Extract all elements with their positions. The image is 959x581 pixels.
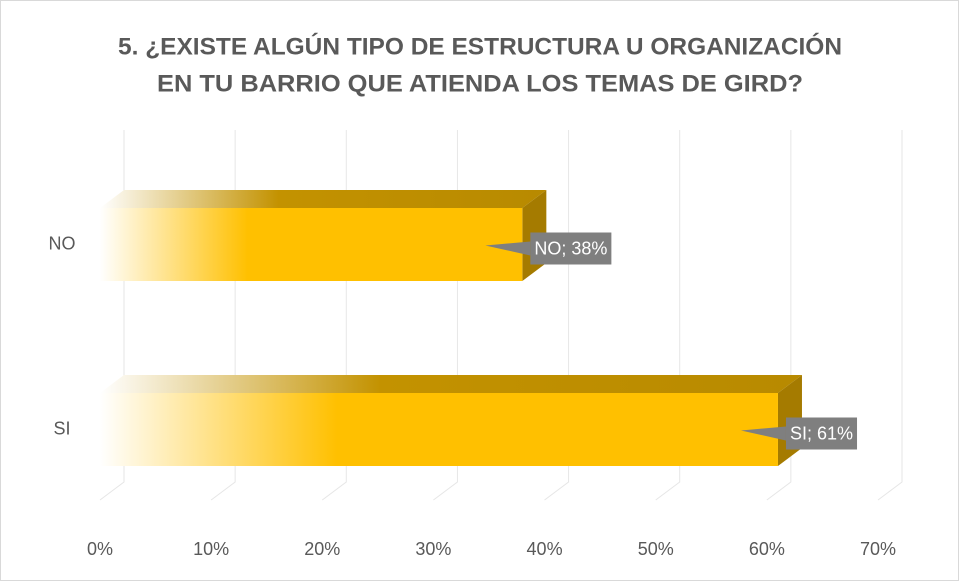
x-tick-label: 0% [87,539,113,559]
label-pointer [485,241,531,256]
x-tick-label: 30% [415,539,451,559]
chart-title: 5. ¿EXISTE ALGÚN TIPO DE ESTRUCTURA U OR… [118,32,842,60]
x-tick-label: 10% [193,539,229,559]
bar-top [100,375,802,393]
data-label-text: NO; 38% [534,238,607,258]
label-box [530,232,612,265]
grid-line [655,130,681,501]
x-tick-label: 50% [638,539,674,559]
label-pointer [740,426,786,441]
x-tick-label: 20% [304,539,340,559]
grid-line [766,130,792,501]
x-tick-label: 40% [527,539,563,559]
data-label: SI; 61% [740,417,858,450]
x-tick-label: 60% [749,539,785,559]
y-tick-label: SI [53,418,70,438]
label-box [785,417,858,450]
chart-title: EN TU BARRIO QUE ATIENDA LOS TEMAS DE GI… [157,70,803,97]
bar [100,393,778,466]
x-tick-label: 70% [860,539,896,559]
bar [100,208,523,281]
y-tick-label: NO [49,233,76,253]
data-label: NO; 38% [485,232,612,265]
bar-top [100,190,547,208]
data-label-text: SI; 61% [790,423,853,443]
grid-line [877,130,903,501]
